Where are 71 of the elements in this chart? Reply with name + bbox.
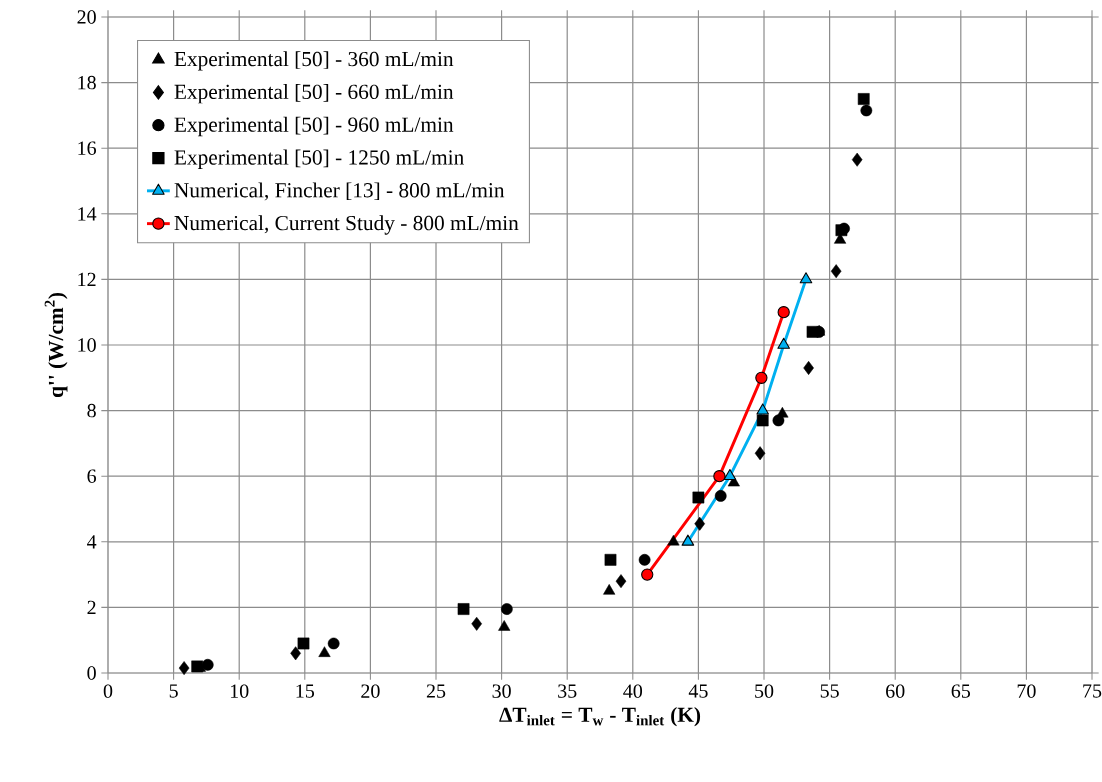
- point: [201, 658, 214, 671]
- point: [471, 616, 482, 631]
- x-tick-label: 70: [1017, 684, 1036, 698]
- point: [178, 661, 190, 676]
- point: [803, 361, 814, 375]
- point: [755, 371, 768, 384]
- point: [615, 574, 627, 589]
- point: [714, 490, 727, 502]
- point: [638, 553, 651, 566]
- point: [641, 568, 654, 581]
- x-tick-label: 75: [1083, 684, 1102, 698]
- point: [692, 491, 705, 504]
- point: [857, 93, 870, 105]
- x-tick-label: 10: [230, 684, 249, 698]
- y-tick-label: 0: [87, 666, 96, 680]
- point: [756, 414, 769, 427]
- x-tick-label: 5: [169, 684, 178, 698]
- point: [604, 553, 617, 566]
- point: [830, 264, 842, 279]
- legend-label: Experimental [50] - 1250 mL/min: [174, 149, 464, 169]
- x-tick-label: 65: [951, 684, 971, 698]
- x-axis-title: ΔT$_{inlet}$ = T$_{w}$ - T$_{inlet}$ (K): [499, 707, 701, 727]
- x-tick-label: 60: [886, 684, 905, 698]
- y-tick-label: 16: [78, 141, 97, 155]
- point: [297, 637, 310, 650]
- y-tick-label: 2: [87, 600, 96, 615]
- x-tick-label: 45: [688, 684, 708, 698]
- point: [667, 534, 680, 546]
- point: [694, 516, 705, 531]
- point: [457, 603, 470, 615]
- x-tick-label: 25: [426, 684, 446, 698]
- y-tick-label: 20: [77, 10, 96, 24]
- point: [806, 326, 819, 338]
- x-tick-label: 15: [296, 684, 315, 698]
- point: [498, 620, 511, 631]
- point: [713, 470, 726, 483]
- y-tick-label: 4: [87, 535, 97, 549]
- x-tick-label: 30: [492, 684, 511, 698]
- point: [860, 104, 873, 117]
- legend-label: Experimental [50] - 660 mL/min: [174, 84, 454, 104]
- y-tick-label: 14: [78, 207, 97, 221]
- y-axis-title: q'' (W/cm$^{2}$): [44, 292, 68, 398]
- point: [851, 152, 863, 167]
- point: [777, 337, 790, 349]
- point: [723, 468, 737, 481]
- x-tick-label: 40: [623, 684, 643, 698]
- legend-label: Experimental [50] - 360 mL/min: [174, 51, 454, 71]
- point: [777, 306, 790, 319]
- x-tick-label: 0: [103, 684, 113, 698]
- point: [603, 584, 616, 595]
- y-tick-label: 12: [78, 272, 96, 287]
- point: [799, 272, 813, 284]
- x-tick-label: 55: [820, 684, 839, 698]
- point: [681, 534, 695, 546]
- point: [500, 603, 513, 615]
- point: [290, 646, 301, 661]
- legend-label: Numerical, Fincher [13] - 800 mL/min: [174, 182, 505, 201]
- legend-label: Numerical, Current Study - 800 mL/min: [174, 215, 519, 235]
- y-tick-label: 10: [78, 338, 96, 352]
- point: [318, 646, 331, 657]
- y-tick-label: 18: [78, 75, 96, 90]
- x-tick-label: 35: [558, 684, 577, 698]
- x-tick-label: 50: [755, 684, 774, 698]
- x-tick-label: 20: [361, 684, 380, 698]
- point: [756, 403, 770, 415]
- point: [327, 637, 340, 650]
- point: [772, 414, 785, 427]
- point: [754, 446, 766, 461]
- y-tick-label: 8: [87, 403, 96, 418]
- y-tick-label: 6: [87, 469, 97, 483]
- legend-label: Experimental [50] - 960 mL/min: [174, 116, 454, 137]
